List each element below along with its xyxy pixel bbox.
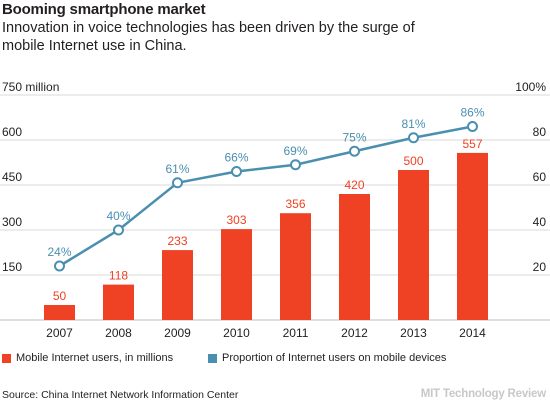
line-point — [54, 260, 65, 272]
legend-label-line: Proportion of Internet users on mobile d… — [222, 352, 447, 364]
legend-item-bars: Mobile Internet users, in millions — [2, 352, 173, 364]
bar-value-label: 233 — [167, 234, 187, 248]
bar — [162, 250, 193, 320]
x-tick-label: 2011 — [283, 326, 309, 340]
chart-title: Booming smartphone market — [2, 1, 206, 18]
y-right-tick-label: 60 — [533, 170, 547, 184]
bar-value-label: 356 — [285, 197, 305, 211]
bar — [339, 194, 370, 320]
legend-swatch-bars — [2, 353, 11, 363]
line-value-label: 40% — [106, 209, 130, 223]
line-value-label: 86% — [460, 106, 484, 120]
line-point — [467, 121, 478, 132]
y-left-tick-label: 450 — [2, 170, 22, 184]
y-left-tick-label: 300 — [2, 215, 22, 229]
line-series — [58, 125, 473, 268]
legend-item-line: Proportion of Internet users on mobile d… — [208, 352, 446, 364]
bar-value-label: 557 — [462, 137, 482, 151]
x-tick-label: 2008 — [105, 326, 132, 340]
bar-value-label: 118 — [109, 269, 128, 283]
y-right-tick-label: 80 — [533, 125, 547, 139]
y-right-tick-label: 100% — [515, 80, 546, 94]
bar-value-label: 50 — [53, 289, 67, 303]
line-value-label: 24% — [47, 245, 71, 259]
legend-label-bars: Mobile Internet users, in millions — [16, 352, 174, 364]
line-point — [231, 166, 242, 177]
x-tick-label: 2007 — [46, 326, 73, 340]
bar — [44, 305, 75, 320]
chart-subtitle: Innovation in voice technologies has bee… — [2, 20, 415, 54]
x-tick-label: 2009 — [164, 326, 191, 340]
line-point — [290, 159, 301, 171]
source-note: Source: China Internet Network Informati… — [2, 389, 239, 401]
line-point — [172, 177, 183, 189]
line-point — [113, 224, 124, 236]
line-value-label: 61% — [165, 162, 189, 176]
x-tick-label: 2012 — [341, 326, 368, 340]
bar-value-label: 303 — [226, 213, 246, 227]
line-point — [349, 145, 360, 157]
y-left-tick-label: 150 — [2, 260, 22, 274]
y-left-tick-label: 750 million — [2, 80, 59, 94]
bar — [398, 170, 429, 320]
x-tick-label: 2010 — [223, 326, 250, 340]
x-tick-label: 2014 — [459, 326, 486, 340]
line-value-label: 75% — [342, 130, 366, 144]
brand-logo-text: MIT Technology Review — [420, 388, 547, 400]
bar — [280, 213, 311, 320]
line-value-label: 66% — [224, 151, 248, 165]
bar — [221, 229, 252, 320]
line-point — [408, 132, 419, 144]
y-right-tick-label: 40 — [533, 215, 547, 229]
line-value-label: 69% — [283, 144, 307, 158]
bar-value-label: 420 — [344, 178, 364, 192]
line-value-label: 81% — [401, 117, 425, 131]
bar — [457, 152, 488, 320]
y-left-tick-label: 600 — [2, 125, 22, 139]
x-tick-label: 2013 — [400, 326, 427, 340]
bar — [103, 284, 134, 320]
bar-value-label: 500 — [403, 154, 423, 168]
y-right-tick-label: 20 — [533, 260, 547, 274]
legend-swatch-line — [208, 353, 217, 363]
